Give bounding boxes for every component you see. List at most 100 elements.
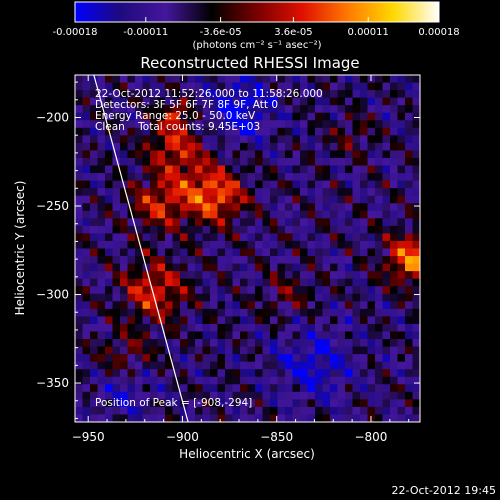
heatmap-cell: [360, 384, 369, 393]
heatmap-cell: [240, 399, 249, 408]
heatmap-cell: [360, 316, 369, 325]
heatmap-cell: [150, 157, 159, 167]
heatmap-cell: [105, 271, 114, 280]
heatmap-cell: [382, 195, 391, 204]
heatmap-cell: [105, 75, 114, 84]
heatmap-cell: [322, 90, 331, 99]
heatmap-cell: [262, 157, 271, 167]
heatmap-cell: [382, 369, 391, 378]
heatmap-cell: [262, 225, 271, 235]
heatmap-cell: [112, 135, 121, 144]
heatmap-cell: [270, 323, 279, 333]
heatmap-cell: [375, 384, 384, 393]
heatmap-cell: [277, 210, 286, 219]
heatmap-cell: [150, 210, 159, 219]
heatmap-cell: [217, 90, 226, 99]
heatmap-cell: [120, 391, 129, 400]
heatmap-cell: [337, 173, 346, 182]
heatmap-cell: [390, 339, 399, 348]
heatmap-cell: [247, 301, 256, 310]
heatmap-cell: [202, 286, 211, 295]
heatmap-cell: [270, 263, 279, 272]
heatmap-cell: [97, 361, 106, 370]
heatmap-cell: [360, 142, 369, 152]
heatmap-cell: [300, 323, 309, 333]
heatmap-cell: [82, 240, 91, 250]
heatmap-cell: [165, 263, 174, 272]
heatmap-cell: [367, 188, 376, 197]
heatmap-cell: [135, 195, 144, 204]
heatmap-cell: [165, 369, 174, 378]
heatmap-cell: [307, 225, 316, 235]
heatmap-cell: [90, 331, 99, 340]
heatmap-cell: [412, 165, 420, 174]
heatmap-cell: [127, 240, 136, 250]
heatmap-cell: [397, 240, 406, 250]
heatmap-cell: [322, 195, 331, 204]
heatmap-cell: [105, 376, 114, 385]
heatmap-cell: [165, 384, 174, 393]
heatmap-cell: [412, 354, 420, 363]
heatmap-cell: [367, 165, 376, 174]
heatmap-cell: [247, 188, 256, 197]
heatmap-cell: [315, 286, 324, 295]
heatmap-cell: [120, 414, 129, 422]
heatmap-cell: [382, 339, 391, 348]
heatmap-cell: [112, 263, 121, 272]
heatmap-cell: [345, 195, 354, 204]
heatmap-cell: [330, 263, 339, 272]
heatmap-cell: [165, 142, 174, 152]
heatmap-cell: [405, 286, 414, 295]
heatmap-cell: [345, 135, 354, 144]
heatmap-cell: [315, 75, 324, 84]
heatmap-cell: [75, 75, 84, 84]
heatmap-cell: [210, 127, 219, 136]
heatmap-cell: [412, 135, 420, 144]
heatmap-cell: [195, 263, 204, 272]
heatmap-cell: [382, 97, 391, 106]
heatmap-cell: [210, 278, 219, 287]
heatmap-cell: [157, 308, 166, 317]
heatmap-cell: [390, 240, 399, 250]
heatmap-cell: [382, 120, 391, 129]
heatmap-cell: [82, 90, 91, 99]
heatmap-cell: [90, 97, 99, 106]
heatmap-cell: [285, 271, 294, 280]
heatmap-cell: [255, 301, 264, 310]
heatmap-cell: [150, 323, 159, 333]
heatmap-cell: [82, 150, 91, 159]
heatmap-cell: [240, 112, 249, 121]
heatmap-cell: [240, 339, 249, 348]
heatmap-cell: [277, 316, 286, 325]
heatmap-cell: [405, 271, 414, 280]
heatmap-cell: [225, 376, 234, 385]
heatmap-cell: [75, 331, 84, 340]
heatmap-cell: [210, 210, 219, 219]
heatmap-cell: [82, 188, 91, 197]
heatmap-cell: [285, 346, 294, 355]
heatmap-cell: [187, 339, 196, 348]
heatmap-cell: [112, 406, 121, 416]
heatmap-cell: [150, 271, 159, 280]
heatmap-cell: [232, 248, 241, 257]
heatmap-cell: [157, 165, 166, 174]
heatmap-cell: [375, 316, 384, 325]
heatmap-cell: [360, 157, 369, 167]
heatmap-cell: [127, 286, 136, 295]
heatmap-cell: [105, 97, 114, 106]
heatmap-cell: [277, 157, 286, 167]
heatmap-cell: [82, 195, 91, 204]
heatmap-cell: [397, 105, 406, 114]
heatmap-cell: [262, 391, 271, 400]
heatmap-cell: [292, 150, 301, 159]
heatmap-cell: [105, 150, 114, 159]
heatmap-cell: [315, 263, 324, 272]
heatmap-cell: [412, 278, 420, 287]
heatmap-cell: [142, 346, 151, 355]
heatmap-cell: [217, 157, 226, 167]
plot-frame: [74, 74, 421, 423]
heatmap-cell: [345, 323, 354, 333]
heatmap-cell: [360, 173, 369, 182]
heatmap-cell: [322, 354, 331, 363]
heatmap-cell: [247, 240, 256, 250]
